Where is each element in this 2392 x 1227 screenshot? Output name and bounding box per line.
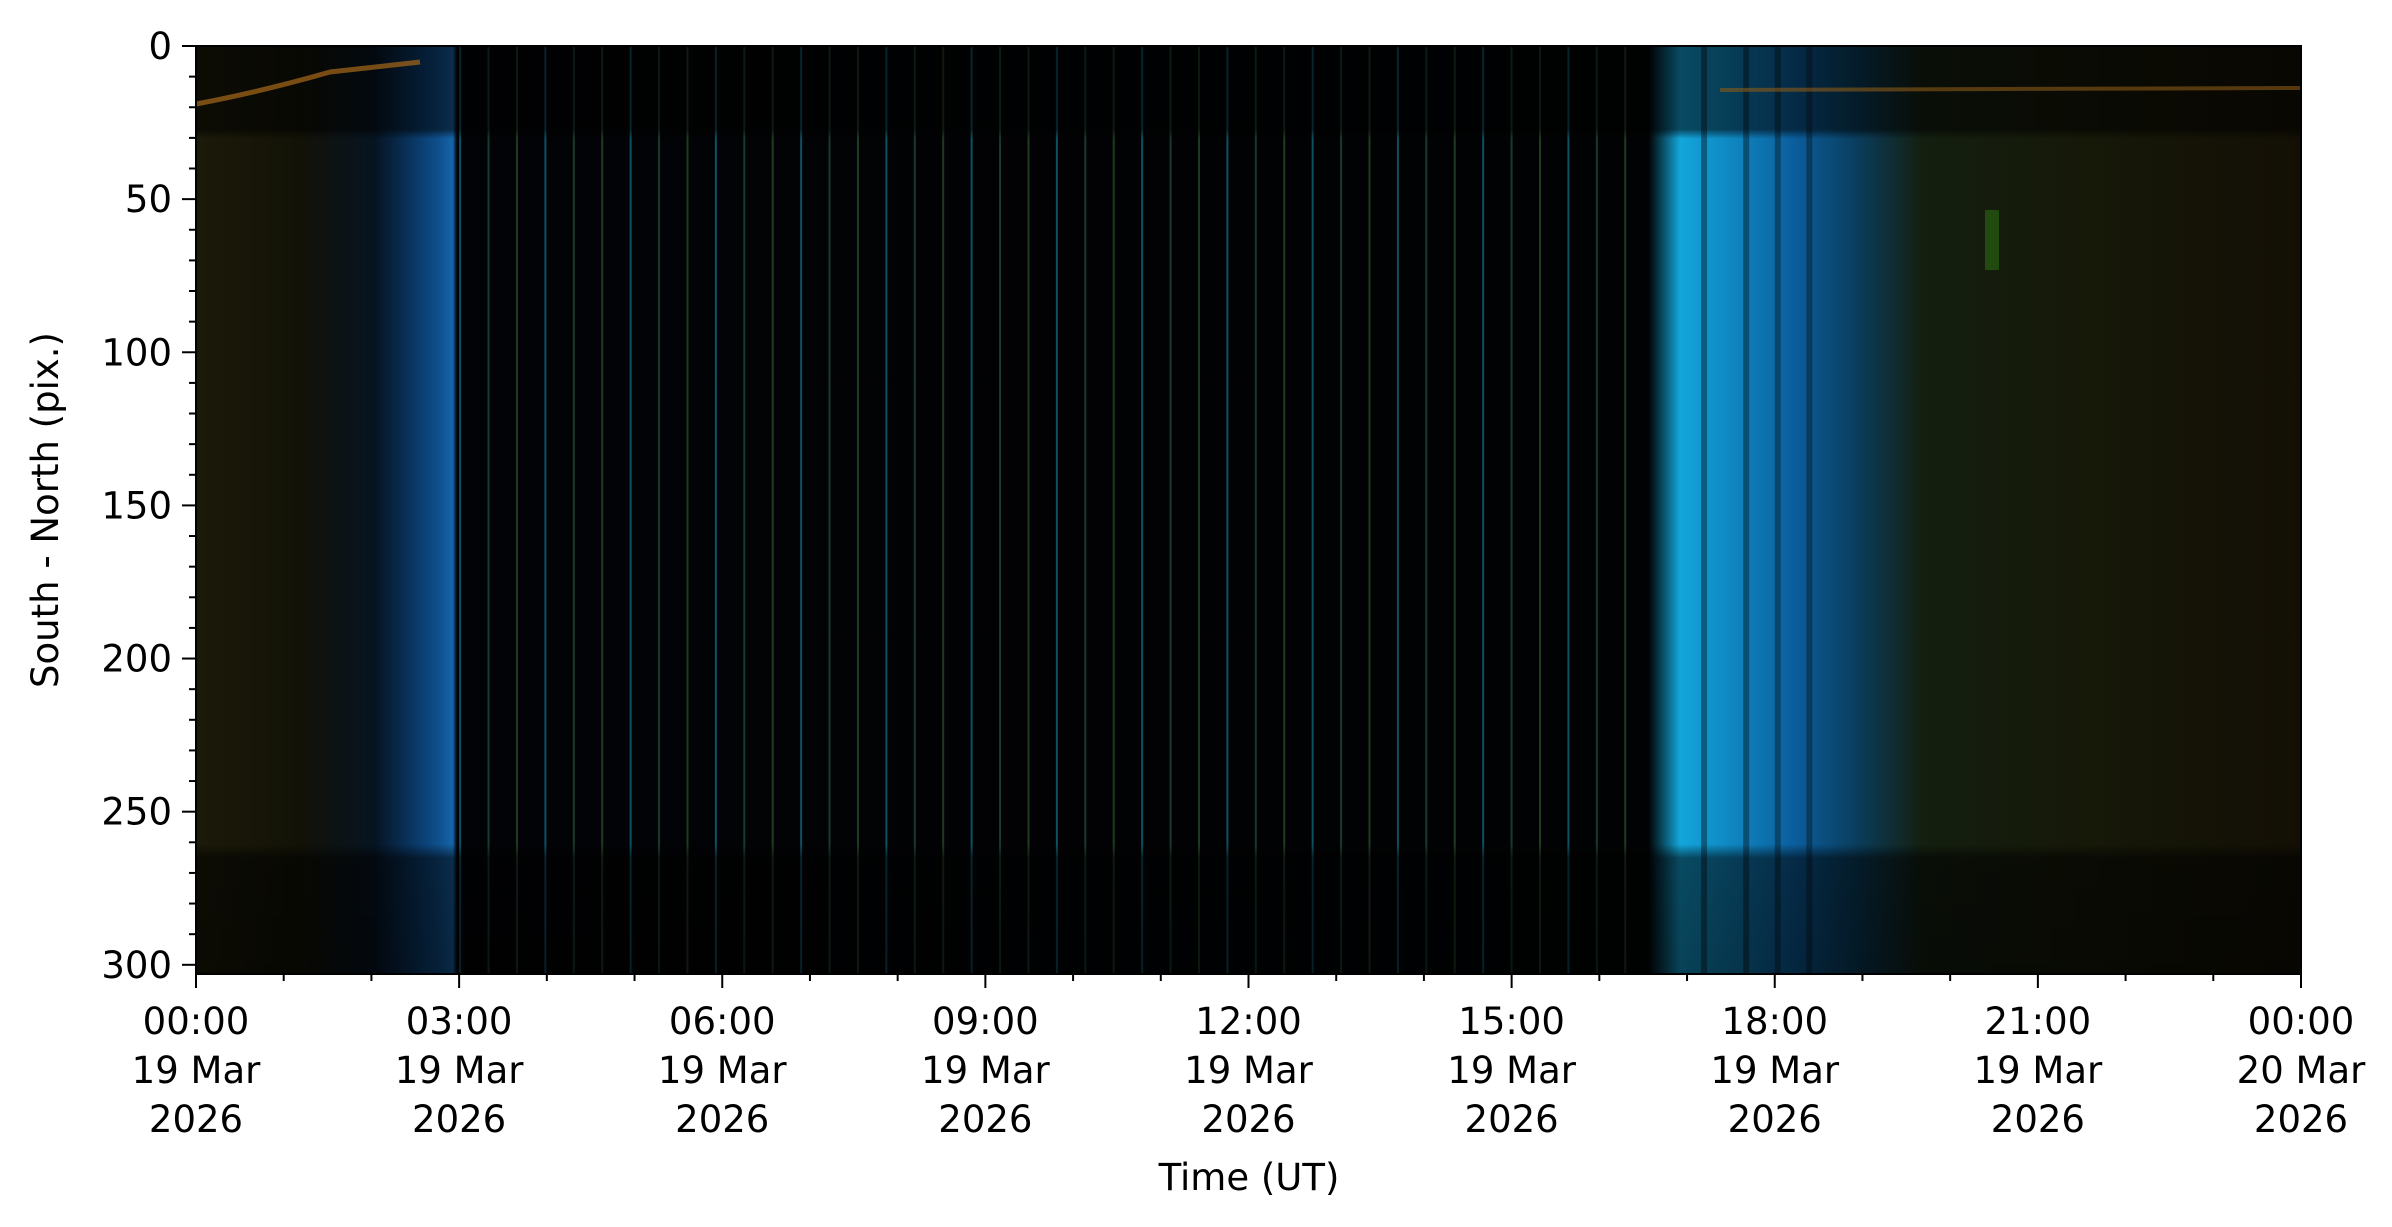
y-tick-label: 250	[101, 791, 172, 834]
x-tick-label: 12:00 19 Mar 2026	[1184, 1000, 1313, 1141]
y-tick-label: 150	[101, 484, 172, 527]
x-tick-label: 21:00 19 Mar 2026	[1974, 1000, 2103, 1141]
x-tick-label: 15:00 19 Mar 2026	[1447, 1000, 1576, 1141]
y-tick-label: 200	[101, 638, 172, 681]
x-axis-label: Time (UT)	[1158, 1156, 1340, 1199]
x-tick-label: 06:00 19 Mar 2026	[658, 1000, 787, 1141]
y-tick-label: 100	[101, 331, 172, 374]
y-tick-label: 50	[125, 178, 172, 221]
y-axis-label: South - North (pix.)	[24, 332, 67, 688]
x-tick-label: 00:00 19 Mar 2026	[132, 1000, 261, 1141]
x-tick-label: 18:00 19 Mar 2026	[1710, 1000, 1839, 1141]
keogram-image	[195, 46, 2302, 974]
x-tick-label: 09:00 19 Mar 2026	[921, 1000, 1050, 1141]
x-tick-label: 00:00 20 Mar 2026	[2237, 1000, 2366, 1141]
x-tick-label: 03:00 19 Mar 2026	[395, 1000, 524, 1141]
y-tick-label: 300	[101, 944, 172, 987]
y-tick-label: 0	[148, 25, 172, 68]
